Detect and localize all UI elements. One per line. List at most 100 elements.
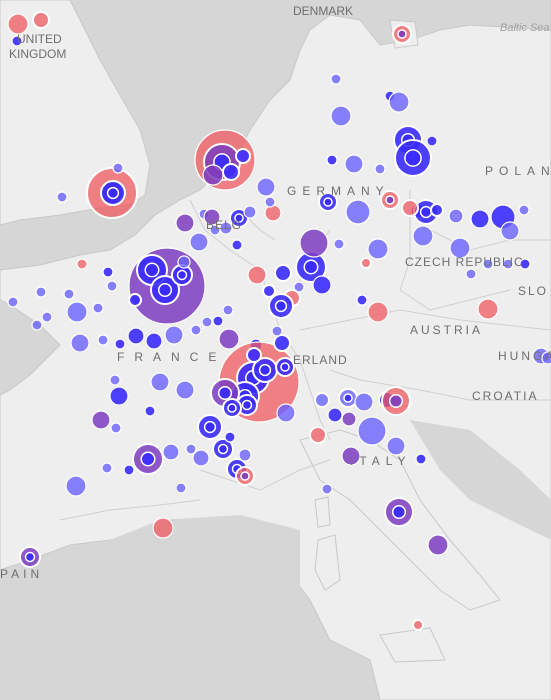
marker-lightblue[interactable] (389, 92, 409, 112)
marker-blue[interactable] (115, 339, 125, 349)
marker-inner-dot[interactable] (228, 404, 236, 412)
marker-lightblue[interactable] (186, 444, 196, 454)
marker-lightblue[interactable] (449, 209, 463, 223)
marker-blue[interactable] (146, 333, 162, 349)
marker-lightblue[interactable] (368, 239, 388, 259)
marker-lightblue[interactable] (71, 334, 89, 352)
marker-inner-dot[interactable] (26, 553, 35, 562)
marker-lightblue[interactable] (501, 222, 519, 240)
marker-red[interactable] (368, 302, 388, 322)
marker-blue-ringed[interactable] (223, 164, 239, 180)
marker-lightblue[interactable] (202, 317, 212, 327)
marker-inner-dot[interactable] (421, 207, 432, 218)
marker-blue[interactable] (328, 408, 342, 422)
marker-lightblue[interactable] (102, 463, 112, 473)
marker-blue-ringed[interactable] (431, 204, 443, 216)
marker-inner-dot[interactable] (281, 363, 289, 371)
marker-lightblue[interactable] (93, 303, 103, 313)
marker-blue-ringed[interactable] (247, 348, 261, 362)
marker-inner-dot[interactable] (304, 260, 318, 274)
marker-lightblue[interactable] (176, 483, 186, 493)
marker-lightblue[interactable] (151, 373, 169, 391)
marker-lightblue[interactable] (98, 335, 108, 345)
marker-lightblue[interactable] (110, 375, 120, 385)
marker-inner-dot[interactable] (219, 445, 228, 454)
marker-inner-dot[interactable] (276, 301, 287, 312)
marker-violet[interactable] (428, 535, 448, 555)
marker-lightblue[interactable] (67, 302, 87, 322)
marker-lightblue[interactable] (358, 417, 386, 445)
marker-inner-dot[interactable] (108, 188, 119, 199)
marker-violet[interactable] (176, 214, 194, 232)
marker-red-ringed[interactable] (310, 427, 326, 443)
marker-red[interactable] (265, 205, 281, 221)
marker-lightblue[interactable] (345, 155, 363, 173)
marker-lightblue[interactable] (413, 226, 433, 246)
marker-blue-ringed[interactable] (236, 149, 250, 163)
marker-blue-ringed[interactable] (274, 335, 290, 351)
marker-inner-dot[interactable] (145, 263, 159, 277)
marker-lightblue[interactable] (190, 233, 208, 251)
marker-inner-dot[interactable] (324, 198, 332, 206)
marker-blue[interactable] (357, 295, 367, 305)
marker-lightblue[interactable] (191, 325, 201, 335)
marker-violet[interactable] (219, 329, 239, 349)
marker-lightblue[interactable] (57, 192, 67, 202)
marker-lightblue[interactable] (178, 256, 190, 268)
marker-blue-ringed[interactable] (129, 294, 141, 306)
marker-inner-dot[interactable] (344, 394, 352, 402)
marker-lightblue[interactable] (113, 163, 123, 173)
marker-lightblue[interactable] (355, 393, 373, 411)
marker-lightblue[interactable] (265, 197, 275, 207)
marker-lightblue[interactable] (257, 178, 275, 196)
marker-lightblue[interactable] (239, 449, 251, 461)
marker-inner-dot[interactable] (390, 395, 403, 408)
marker-blue[interactable] (128, 328, 144, 344)
marker-blue-ringed[interactable] (263, 285, 275, 297)
marker-lightblue[interactable] (36, 287, 46, 297)
marker-blue[interactable] (416, 454, 426, 464)
marker-blue[interactable] (124, 465, 134, 475)
marker-inner-dot[interactable] (393, 506, 406, 519)
marker-inner-dot[interactable] (398, 30, 406, 38)
marker-blue[interactable] (213, 316, 223, 326)
marker-violet[interactable] (203, 165, 223, 185)
marker-inner-dot[interactable] (405, 150, 421, 166)
marker-lightblue[interactable] (176, 381, 194, 399)
marker-lightblue[interactable] (107, 281, 117, 291)
marker-inner-dot[interactable] (241, 472, 249, 480)
marker-inner-dot[interactable] (141, 452, 155, 466)
marker-lightblue[interactable] (387, 437, 405, 455)
marker-lightblue[interactable] (111, 423, 121, 433)
marker-inner-dot[interactable] (243, 401, 252, 410)
marker-blue[interactable] (427, 136, 437, 146)
marker-lightblue[interactable] (64, 289, 74, 299)
marker-lightblue[interactable] (165, 326, 183, 344)
marker-lightblue[interactable] (519, 205, 529, 215)
marker-inner-dot[interactable] (260, 365, 271, 376)
marker-lightblue[interactable] (346, 200, 370, 224)
marker-blue[interactable] (313, 276, 331, 294)
marker-blue[interactable] (225, 432, 235, 442)
marker-lightblue[interactable] (8, 297, 18, 307)
marker-lightblue[interactable] (331, 106, 351, 126)
marker-violet[interactable] (300, 229, 328, 257)
marker-lightblue[interactable] (331, 74, 341, 84)
marker-red[interactable] (478, 299, 498, 319)
marker-red-ringed[interactable] (402, 200, 418, 216)
marker-red-ringed[interactable] (361, 258, 371, 268)
marker-inner-dot[interactable] (159, 284, 172, 297)
marker-violet[interactable] (342, 412, 356, 426)
marker-lightblue[interactable] (272, 326, 282, 336)
marker-lightblue[interactable] (32, 320, 42, 330)
marker-blue[interactable] (145, 406, 155, 416)
marker-lightblue[interactable] (375, 164, 385, 174)
marker-lightblue[interactable] (163, 444, 179, 460)
marker-lightblue[interactable] (277, 404, 295, 422)
marker-red[interactable] (8, 14, 28, 34)
marker-red[interactable] (77, 259, 87, 269)
marker-blue[interactable] (232, 240, 242, 250)
marker-inner-dot[interactable] (219, 387, 232, 400)
